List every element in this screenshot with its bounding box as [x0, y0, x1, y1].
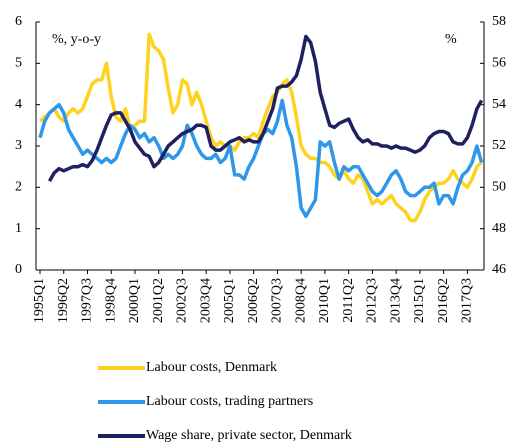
x-tick-label: 2006Q2: [246, 278, 261, 323]
x-tick-label: 2013Q4: [388, 278, 403, 323]
x-tick-label: 2007Q3: [270, 278, 285, 323]
x-tick-label: 1998Q4: [103, 278, 118, 323]
y-tick-label: 1: [15, 221, 22, 236]
series-line: [38, 32, 483, 223]
legend-label: Labour costs, Denmark: [146, 360, 277, 375]
right-axis-note: %: [445, 32, 457, 47]
series-line: [38, 98, 484, 219]
x-tick-label: 1995Q1: [32, 278, 47, 323]
legend-label: Wage share, private sector, Denmark: [146, 428, 352, 442]
left-axis-note: %, y-o-y: [52, 32, 101, 47]
x-tick-label: 2016Q2: [436, 278, 451, 323]
y2-tick-label: 56: [492, 56, 506, 71]
y2-tick-label: 54: [492, 97, 506, 112]
y2-tick-label: 48: [492, 221, 506, 236]
x-tick-label: 2000Q1: [127, 278, 142, 323]
legend-label: Labour costs, trading partners: [146, 394, 313, 409]
y2-tick-label: 52: [492, 138, 506, 153]
y2-tick-label: 58: [492, 14, 506, 29]
x-tick-label: 2011Q2: [341, 278, 356, 323]
y-tick-label: 2: [15, 180, 22, 195]
x-tick-label: 2001Q2: [151, 278, 166, 323]
x-tick-label: 2008Q4: [293, 278, 308, 323]
x-tick-label: 1996Q2: [56, 278, 71, 323]
y-tick-label: 0: [15, 262, 22, 277]
series-line: [47, 34, 484, 182]
x-tick-label: 2010Q1: [317, 278, 332, 323]
y-tick-label: 4: [15, 97, 22, 112]
y-tick-label: 6: [15, 14, 22, 29]
x-tick-label: 2015Q1: [412, 278, 427, 323]
y-tick-label: 5: [15, 56, 22, 71]
y-tick-label: 3: [15, 138, 22, 153]
x-tick-label: 2012Q3: [365, 278, 380, 323]
x-tick-label: 2003Q4: [198, 278, 213, 323]
x-tick-label: 2017Q3: [460, 278, 475, 323]
y2-tick-label: 46: [492, 262, 506, 277]
x-tick-label: 1997Q3: [80, 278, 95, 323]
y2-tick-label: 50: [492, 180, 506, 195]
x-tick-label: 2005Q1: [222, 278, 237, 323]
x-tick-label: 2002Q3: [175, 278, 190, 323]
